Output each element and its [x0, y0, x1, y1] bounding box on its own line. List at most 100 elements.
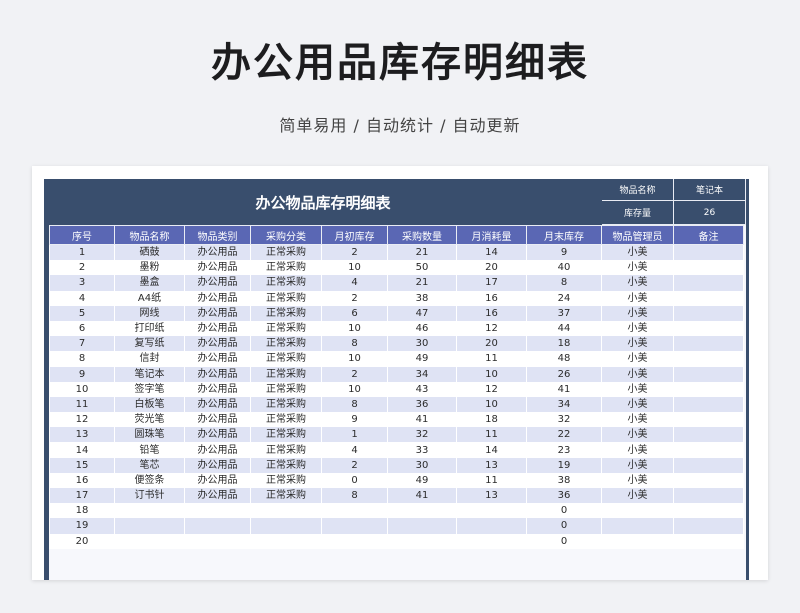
cell-category[interactable]: 办公用品 — [184, 366, 251, 382]
cell-manager[interactable]: 小美 — [601, 396, 674, 413]
cell-purchase-qty[interactable]: 49 — [387, 351, 457, 367]
cell-closing-stock[interactable]: 19 — [526, 457, 602, 473]
cell-closing-stock[interactable]: 0 — [526, 533, 602, 549]
cell-manager[interactable]: 小美 — [601, 244, 674, 261]
cell-index[interactable]: 4 — [49, 290, 115, 306]
cell-opening-stock[interactable]: 8 — [321, 396, 388, 413]
cell-purchase-qty[interactable]: 41 — [387, 412, 457, 428]
cell-monthly-usage[interactable]: 16 — [456, 290, 527, 306]
cell-notes[interactable] — [673, 320, 744, 337]
cell-purchase-qty[interactable]: 47 — [387, 305, 457, 321]
cell-manager[interactable]: 小美 — [601, 488, 674, 504]
cell-purchase-qty[interactable]: 21 — [387, 244, 457, 261]
cell-purchase-type[interactable] — [250, 518, 322, 534]
cell-purchase-qty[interactable]: 46 — [387, 320, 457, 337]
cell-notes[interactable] — [673, 503, 744, 519]
cell-closing-stock[interactable]: 9 — [526, 244, 602, 261]
cell-opening-stock[interactable]: 2 — [321, 457, 388, 473]
cell-purchase-type[interactable]: 正常采购 — [250, 305, 322, 321]
cell-purchase-qty[interactable]: 33 — [387, 442, 457, 458]
cell-closing-stock[interactable]: 0 — [526, 518, 602, 534]
cell-opening-stock[interactable]: 2 — [321, 366, 388, 382]
cell-item-name[interactable] — [114, 533, 185, 549]
cell-index[interactable]: 19 — [49, 518, 115, 534]
cell-notes[interactable] — [673, 260, 744, 276]
cell-purchase-type[interactable]: 正常采购 — [250, 442, 322, 458]
cell-purchase-qty[interactable]: 30 — [387, 336, 457, 352]
cell-purchase-qty[interactable] — [387, 503, 457, 519]
cell-monthly-usage[interactable]: 12 — [456, 381, 527, 397]
cell-category[interactable]: 办公用品 — [184, 244, 251, 261]
cell-notes[interactable] — [673, 366, 744, 382]
cell-notes[interactable] — [673, 442, 744, 458]
cell-purchase-type[interactable]: 正常采购 — [250, 472, 322, 488]
cell-category[interactable]: 办公用品 — [184, 472, 251, 488]
cell-index[interactable]: 17 — [49, 488, 115, 504]
cell-category[interactable]: 办公用品 — [184, 336, 251, 352]
cell-category[interactable] — [184, 503, 251, 519]
cell-opening-stock[interactable] — [321, 518, 388, 534]
cell-monthly-usage[interactable]: 14 — [456, 244, 527, 261]
cell-item-name[interactable]: 圆珠笔 — [114, 427, 185, 443]
cell-index[interactable]: 14 — [49, 442, 115, 458]
cell-category[interactable]: 办公用品 — [184, 442, 251, 458]
cell-purchase-type[interactable]: 正常采购 — [250, 457, 322, 473]
cell-index[interactable]: 10 — [49, 381, 115, 397]
cell-opening-stock[interactable] — [321, 503, 388, 519]
cell-closing-stock[interactable]: 32 — [526, 412, 602, 428]
cell-opening-stock[interactable]: 4 — [321, 442, 388, 458]
cell-item-name[interactable]: 铅笔 — [114, 442, 185, 458]
cell-closing-stock[interactable]: 22 — [526, 427, 602, 443]
cell-category[interactable] — [184, 518, 251, 534]
cell-manager[interactable] — [601, 518, 674, 534]
cell-manager[interactable] — [601, 503, 674, 519]
cell-manager[interactable]: 小美 — [601, 457, 674, 473]
cell-index[interactable]: 20 — [49, 533, 115, 549]
cell-purchase-type[interactable]: 正常采购 — [250, 260, 322, 276]
cell-purchase-type[interactable]: 正常采购 — [250, 320, 322, 337]
cell-notes[interactable] — [673, 381, 744, 397]
cell-manager[interactable]: 小美 — [601, 305, 674, 321]
cell-index[interactable]: 12 — [49, 412, 115, 428]
cell-manager[interactable]: 小美 — [601, 381, 674, 397]
cell-category[interactable]: 办公用品 — [184, 457, 251, 473]
cell-manager[interactable]: 小美 — [601, 260, 674, 276]
cell-purchase-type[interactable]: 正常采购 — [250, 244, 322, 261]
cell-opening-stock[interactable]: 6 — [321, 305, 388, 321]
cell-purchase-qty[interactable]: 36 — [387, 396, 457, 413]
cell-purchase-type[interactable]: 正常采购 — [250, 396, 322, 413]
cell-monthly-usage[interactable]: 16 — [456, 305, 527, 321]
cell-notes[interactable] — [673, 244, 744, 261]
cell-monthly-usage[interactable]: 11 — [456, 351, 527, 367]
cell-purchase-type[interactable]: 正常采购 — [250, 290, 322, 306]
cell-item-name[interactable]: 打印纸 — [114, 320, 185, 337]
cell-purchase-type[interactable]: 正常采购 — [250, 381, 322, 397]
cell-monthly-usage[interactable]: 18 — [456, 412, 527, 428]
cell-monthly-usage[interactable]: 13 — [456, 457, 527, 473]
cell-closing-stock[interactable]: 40 — [526, 260, 602, 276]
cell-purchase-type[interactable]: 正常采购 — [250, 412, 322, 428]
cell-opening-stock[interactable]: 8 — [321, 488, 388, 504]
cell-opening-stock[interactable]: 2 — [321, 244, 388, 261]
cell-index[interactable]: 1 — [49, 244, 115, 261]
cell-opening-stock[interactable]: 8 — [321, 336, 388, 352]
cell-monthly-usage[interactable] — [456, 518, 527, 534]
cell-purchase-qty[interactable]: 50 — [387, 260, 457, 276]
cell-closing-stock[interactable]: 36 — [526, 488, 602, 504]
cell-index[interactable]: 3 — [49, 275, 115, 291]
cell-manager[interactable]: 小美 — [601, 351, 674, 367]
cell-opening-stock[interactable]: 4 — [321, 275, 388, 291]
cell-index[interactable]: 7 — [49, 336, 115, 352]
cell-index[interactable]: 11 — [49, 396, 115, 413]
cell-opening-stock[interactable]: 9 — [321, 412, 388, 428]
cell-item-name[interactable]: 墨盒 — [114, 275, 185, 291]
cell-purchase-type[interactable]: 正常采购 — [250, 351, 322, 367]
cell-notes[interactable] — [673, 518, 744, 534]
cell-purchase-type[interactable]: 正常采购 — [250, 366, 322, 382]
cell-category[interactable]: 办公用品 — [184, 290, 251, 306]
cell-item-name[interactable]: 笔记本 — [114, 366, 185, 382]
cell-manager[interactable]: 小美 — [601, 336, 674, 352]
cell-closing-stock[interactable]: 48 — [526, 351, 602, 367]
cell-notes[interactable] — [673, 427, 744, 443]
cell-index[interactable]: 18 — [49, 503, 115, 519]
